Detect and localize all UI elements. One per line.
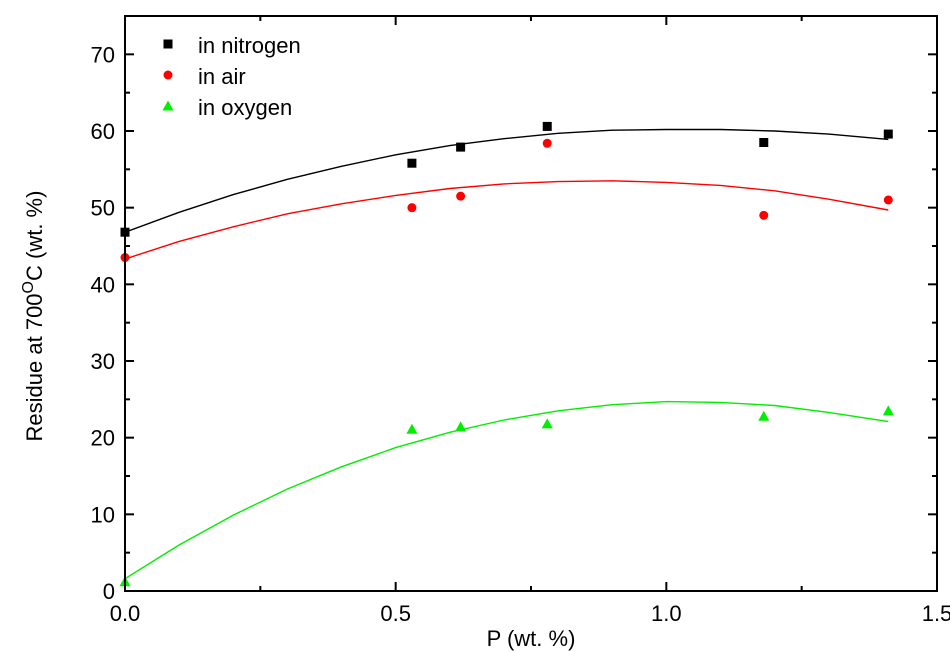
data-point-in-nitrogen <box>542 121 552 131</box>
y-axis-label-superscript: O <box>20 281 37 293</box>
legend-label-in-oxygen: in oxygen <box>198 95 292 120</box>
y-axis-label-suffix: C (wt. %) <box>22 191 47 281</box>
ticks: 0.0 0.5 1.0 1.5 0 10 20 30 40 50 60 70 <box>91 16 950 626</box>
x-tick-label: 0.5 <box>380 601 411 626</box>
fit-line-in-oxygen <box>124 400 889 580</box>
data-point-in-nitrogen <box>759 138 769 147</box>
x-tick-label: 1.0 <box>651 601 682 626</box>
legend-marker-in-air <box>163 70 173 80</box>
x-axis-label: P (wt. %) <box>487 626 576 651</box>
data-point-in-air <box>456 191 466 201</box>
y-tick-label: 30 <box>91 349 115 374</box>
data-point-in-nitrogen <box>883 129 893 139</box>
y-axis-label: Residue at 700OC (wt. %) <box>20 191 47 442</box>
y-tick-label: 40 <box>91 272 115 297</box>
data-point-in-air <box>542 138 552 148</box>
legend-label-in-air: in air <box>198 64 246 89</box>
y-tick-label: 10 <box>91 502 115 527</box>
data-point-in-air <box>759 210 769 220</box>
data-point-in-oxygen <box>758 410 770 421</box>
legend: in nitrogen in air in oxygen <box>162 33 301 120</box>
y-tick-label: 20 <box>91 426 115 451</box>
data-point-in-oxygen <box>406 423 418 434</box>
legend-marker-in-nitrogen <box>163 39 173 49</box>
fit-line-in-air <box>124 180 889 260</box>
x-tick-label: 0.0 <box>110 601 141 626</box>
y-axis-label-prefix: Residue at 700 <box>22 293 47 441</box>
data-point-in-oxygen <box>455 421 467 432</box>
y-tick-label: 70 <box>91 42 115 67</box>
legend-marker-in-oxygen <box>162 100 174 111</box>
plot-area <box>119 121 894 587</box>
x-tick-label: 1.5 <box>922 601 950 626</box>
data-point-in-air <box>883 195 893 205</box>
data-point-in-nitrogen <box>456 142 466 152</box>
data-point-in-oxygen <box>882 405 894 416</box>
y-tick-label: 0 <box>103 579 115 604</box>
data-point-in-nitrogen <box>407 158 417 168</box>
data-point-in-oxygen <box>541 418 553 429</box>
fit-line-in-nitrogen <box>124 128 889 233</box>
y-tick-label: 50 <box>91 196 115 221</box>
y-tick-label: 60 <box>91 119 115 144</box>
data-point-in-air <box>407 203 417 213</box>
legend-label-in-nitrogen: in nitrogen <box>198 33 301 58</box>
